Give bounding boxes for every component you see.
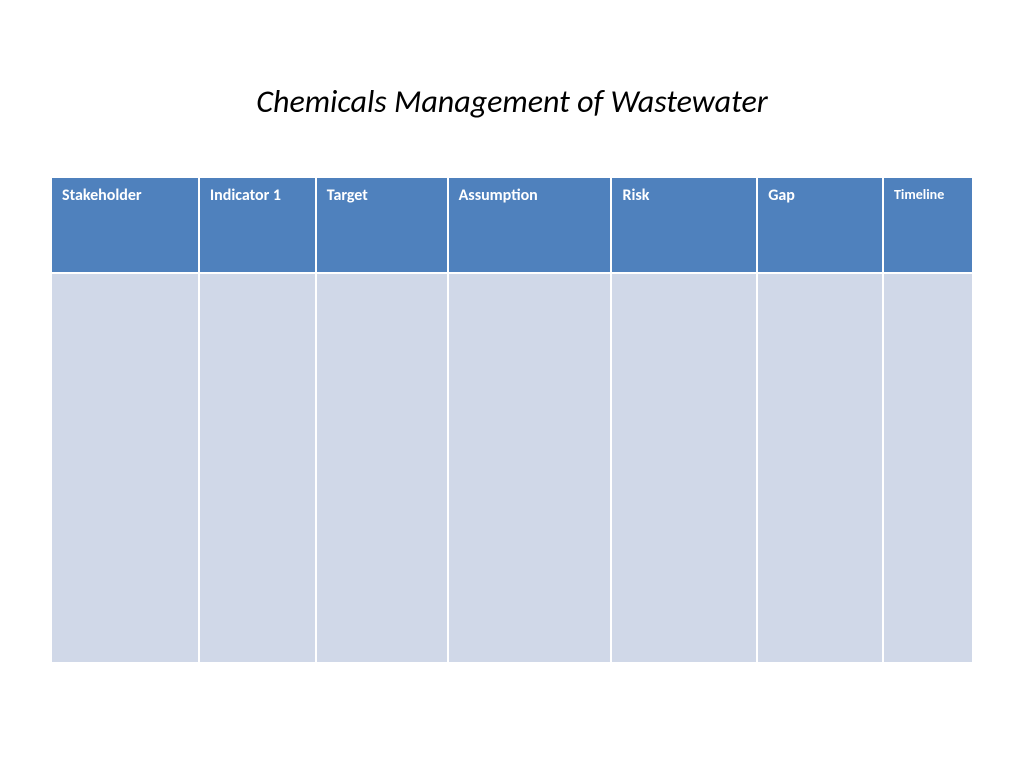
page-title: Chemicals Management of Wastewater — [0, 82, 1024, 121]
cell-gap — [758, 274, 882, 662]
col-header-indicator: Indicator 1 — [200, 178, 315, 272]
cell-risk — [612, 274, 756, 662]
cell-indicator — [200, 274, 315, 662]
cell-timeline — [884, 274, 972, 662]
cell-stakeholder — [52, 274, 198, 662]
col-header-stakeholder: Stakeholder — [52, 178, 198, 272]
table-container: Stakeholder Indicator 1 Target Assumptio… — [50, 176, 974, 660]
table-header-row: Stakeholder Indicator 1 Target Assumptio… — [52, 178, 972, 272]
cell-assumption — [449, 274, 611, 662]
col-header-target: Target — [317, 178, 447, 272]
col-header-assumption: Assumption — [449, 178, 611, 272]
cell-target — [317, 274, 447, 662]
col-header-risk: Risk — [612, 178, 756, 272]
management-table: Stakeholder Indicator 1 Target Assumptio… — [50, 176, 974, 664]
col-header-timeline: Timeline — [884, 178, 972, 272]
col-header-gap: Gap — [758, 178, 882, 272]
table-row — [52, 274, 972, 662]
